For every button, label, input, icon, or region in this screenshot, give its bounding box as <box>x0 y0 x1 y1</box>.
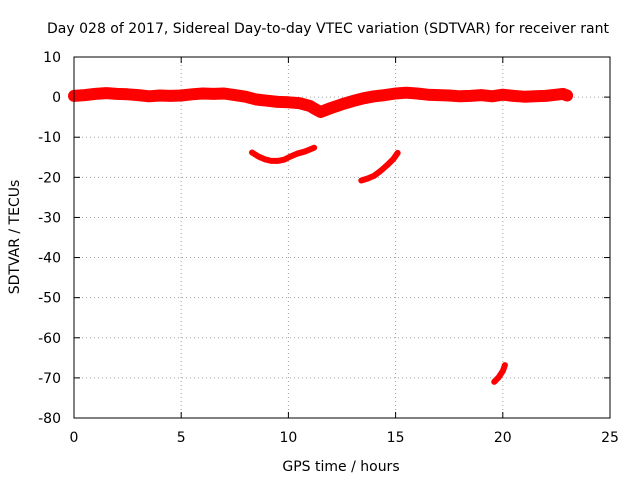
data-point <box>220 89 229 98</box>
data-point <box>80 91 89 100</box>
x-tick-label-1: 5 <box>177 430 186 446</box>
data-point <box>378 168 384 174</box>
data-point <box>145 92 153 101</box>
data-point <box>255 154 261 159</box>
data-point <box>348 97 357 106</box>
series-0 <box>68 86 574 118</box>
data-point <box>252 95 261 104</box>
data-point <box>358 178 364 183</box>
data-point <box>466 91 475 100</box>
y-tick-label-0: 10 <box>43 50 61 66</box>
data-point <box>434 91 443 100</box>
y-tick-label-2: -10 <box>38 130 61 146</box>
data-point <box>391 89 400 98</box>
data-point <box>281 157 287 163</box>
series-2 <box>358 149 401 184</box>
chart-title: Day 028 of 2017, Sidereal Day-to-day VTE… <box>47 21 609 37</box>
data-point <box>268 158 274 164</box>
y-tick-label-6: -50 <box>38 291 61 307</box>
data-point <box>365 176 371 181</box>
data-point <box>102 89 111 98</box>
data-point <box>395 150 401 156</box>
data-point <box>288 154 293 159</box>
data-point <box>155 91 164 100</box>
data-point <box>230 91 239 100</box>
x-tick-label-4: 20 <box>494 430 512 446</box>
data-point <box>316 108 325 116</box>
data-point <box>177 91 186 100</box>
data-point <box>187 90 196 99</box>
data-point <box>491 379 497 385</box>
data-point <box>263 96 271 105</box>
y-tick-label-8: -70 <box>38 371 61 387</box>
data-point <box>384 162 390 168</box>
data-point <box>311 145 317 151</box>
data-point <box>275 158 281 164</box>
data-point <box>303 148 309 154</box>
data-point <box>91 89 100 98</box>
y-tick-label-3: -20 <box>38 170 61 186</box>
data-point <box>477 91 486 100</box>
data-point <box>413 89 421 98</box>
y-tick-label-5: -40 <box>38 251 61 267</box>
data-point <box>509 91 518 100</box>
y-tick-label-4: -30 <box>38 210 61 226</box>
x-tick-label-5: 25 <box>601 430 619 446</box>
data-point <box>359 94 368 103</box>
x-tick-label-0: 0 <box>70 430 79 446</box>
axis-ticks: 0 5 10 15 20 25 10 0 -10 -20 -30 -40 -50 -60 -70 -80 <box>38 50 619 446</box>
data-point <box>380 91 389 100</box>
data-point <box>294 151 300 157</box>
data-point <box>552 90 561 99</box>
data-point <box>262 156 268 162</box>
y-axis-label: SDTVAR / TECUs <box>7 180 23 295</box>
y-tick-label-1: 0 <box>52 90 61 106</box>
data-point <box>198 89 207 98</box>
data-point <box>371 173 377 179</box>
data-point <box>531 92 539 101</box>
data-point <box>563 91 572 100</box>
data-point <box>327 103 336 112</box>
data-point <box>249 150 255 155</box>
data-point <box>284 98 293 107</box>
data-point <box>391 156 396 162</box>
data-point <box>370 92 379 101</box>
data-point <box>488 92 497 101</box>
data-point <box>166 91 175 100</box>
data-point <box>112 89 121 98</box>
series-1-band <box>249 144 318 164</box>
series-3-band <box>491 362 508 385</box>
data-points <box>68 86 574 385</box>
y-tick-label-9: -80 <box>38 411 61 427</box>
x-tick-label-3: 15 <box>387 430 405 446</box>
data-point <box>209 89 218 98</box>
x-axis-label: GPS time / hours <box>282 459 399 475</box>
data-point <box>241 92 250 101</box>
data-point <box>520 92 529 101</box>
plot-frame <box>73 56 611 419</box>
series-1 <box>249 144 318 164</box>
data-point <box>402 88 411 97</box>
data-point <box>500 368 506 374</box>
data-point <box>423 90 432 99</box>
data-point <box>496 375 501 380</box>
data-point <box>295 99 304 108</box>
data-point <box>134 91 143 100</box>
data-point <box>273 97 282 106</box>
data-point <box>541 91 550 100</box>
data-point <box>445 91 454 100</box>
data-point <box>338 100 346 109</box>
x-tick-label-2: 10 <box>279 430 297 446</box>
grid <box>74 57 610 418</box>
y-tick-label-7: -60 <box>38 331 61 347</box>
data-point <box>123 90 132 99</box>
data-point <box>502 362 508 368</box>
data-point <box>498 90 507 99</box>
series-3 <box>491 362 508 385</box>
data-point <box>455 92 464 101</box>
